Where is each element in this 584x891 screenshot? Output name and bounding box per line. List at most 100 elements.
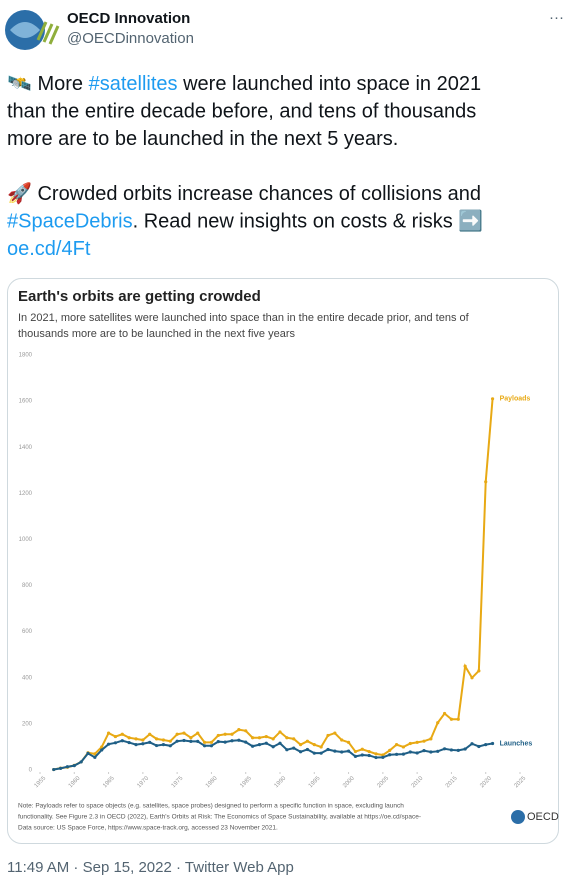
y-tick-label: 1600 (19, 399, 33, 405)
point (202, 744, 207, 748)
y-tick-label: 800 (22, 583, 33, 589)
point (346, 749, 351, 753)
point (244, 729, 248, 733)
point (333, 749, 337, 753)
point (333, 731, 337, 735)
point (148, 740, 152, 744)
text-span: more are to be launched in the next 5 ye… (7, 128, 398, 150)
text-span: were launched into space in 2021 (178, 73, 482, 95)
point (106, 742, 111, 746)
point (353, 749, 358, 754)
point (257, 736, 262, 740)
point (271, 737, 275, 741)
point (216, 740, 220, 744)
point (422, 749, 426, 753)
point (168, 739, 172, 743)
point (223, 740, 227, 744)
text-span: than the entire decade before, and tens … (7, 101, 476, 123)
point (374, 752, 378, 756)
chart-note: Note: Payloads refer to space objects (e… (18, 803, 404, 810)
point (340, 738, 344, 742)
point (442, 747, 447, 751)
point (285, 736, 289, 740)
point (264, 734, 268, 739)
point (292, 746, 296, 750)
tweet-line: 🚀 Crowded orbits increase chances of col… (7, 181, 481, 205)
point (415, 740, 419, 744)
point (244, 740, 248, 744)
point (93, 755, 97, 759)
point (312, 743, 316, 747)
point (449, 748, 454, 752)
point (250, 736, 255, 740)
more-button[interactable]: ··· (549, 9, 564, 26)
point (401, 752, 406, 756)
point (196, 731, 200, 735)
point (367, 749, 371, 754)
point (305, 747, 310, 752)
point (456, 748, 460, 753)
point (463, 664, 467, 668)
avatar-globe (10, 22, 40, 38)
point (319, 745, 323, 749)
avatar-logo (36, 21, 60, 45)
media-card[interactable] (7, 278, 559, 844)
point (326, 733, 330, 738)
link[interactable]: oe.cd/4Ft (7, 238, 91, 260)
point (278, 730, 282, 734)
point (86, 751, 90, 756)
text-span: . Read new insights on costs & risks ➡️ (133, 209, 484, 233)
point (285, 748, 289, 752)
chart-title: Earth's orbits are getting crowded (18, 288, 261, 305)
point (216, 733, 220, 738)
point (100, 748, 104, 752)
point (134, 743, 138, 747)
author-name[interactable]: OECD Innovation (67, 10, 190, 27)
point (271, 745, 275, 749)
point (477, 669, 481, 673)
point (360, 753, 364, 757)
y-tick-label: 1000 (19, 537, 33, 543)
timestamp: 11:49 AM · Sep 15, 2022 · Twitter Web Ap… (7, 859, 294, 876)
y-tick-label: 200 (22, 721, 33, 727)
point (470, 742, 474, 746)
chart-note: Data source: US Space Force, https://www… (18, 825, 278, 832)
point (100, 745, 104, 749)
point (319, 751, 323, 755)
point (182, 731, 186, 735)
text-span: 🛰️ More (7, 73, 89, 95)
point (141, 738, 145, 742)
point (340, 750, 344, 754)
point (353, 754, 358, 758)
tweet-line: #SpaceDebris. Read new insights on costs… (7, 209, 483, 233)
point (196, 739, 200, 744)
point (394, 752, 399, 756)
plot: In 2021, more satellites were launched i… (18, 312, 532, 832)
point (374, 755, 378, 760)
author-handle[interactable]: @OECDinnovation (67, 30, 194, 47)
chart-subtitle: In 2021, more satellites were launched i… (18, 312, 470, 324)
point (141, 742, 145, 746)
link[interactable]: #SpaceDebris (7, 211, 133, 233)
point (292, 737, 296, 741)
tweet-line: oe.cd/4Ft (7, 238, 91, 260)
point (189, 739, 193, 744)
link[interactable]: #satellites (89, 73, 178, 95)
point (161, 743, 166, 747)
y-tick-label: 600 (22, 629, 33, 635)
point (408, 750, 412, 754)
point (388, 748, 392, 753)
point (161, 738, 166, 742)
point (72, 764, 76, 768)
point (120, 739, 124, 743)
point (477, 744, 481, 749)
point (305, 739, 310, 743)
point (175, 732, 179, 736)
series-label: Payloads (500, 396, 531, 403)
tweet-line: 🛰️ More #satellites were launched into s… (7, 73, 481, 95)
point (422, 739, 426, 743)
point (58, 766, 63, 770)
tweet-text: 🛰️ More #satellites were launched into s… (7, 73, 483, 260)
point (257, 743, 262, 747)
point (154, 743, 159, 748)
